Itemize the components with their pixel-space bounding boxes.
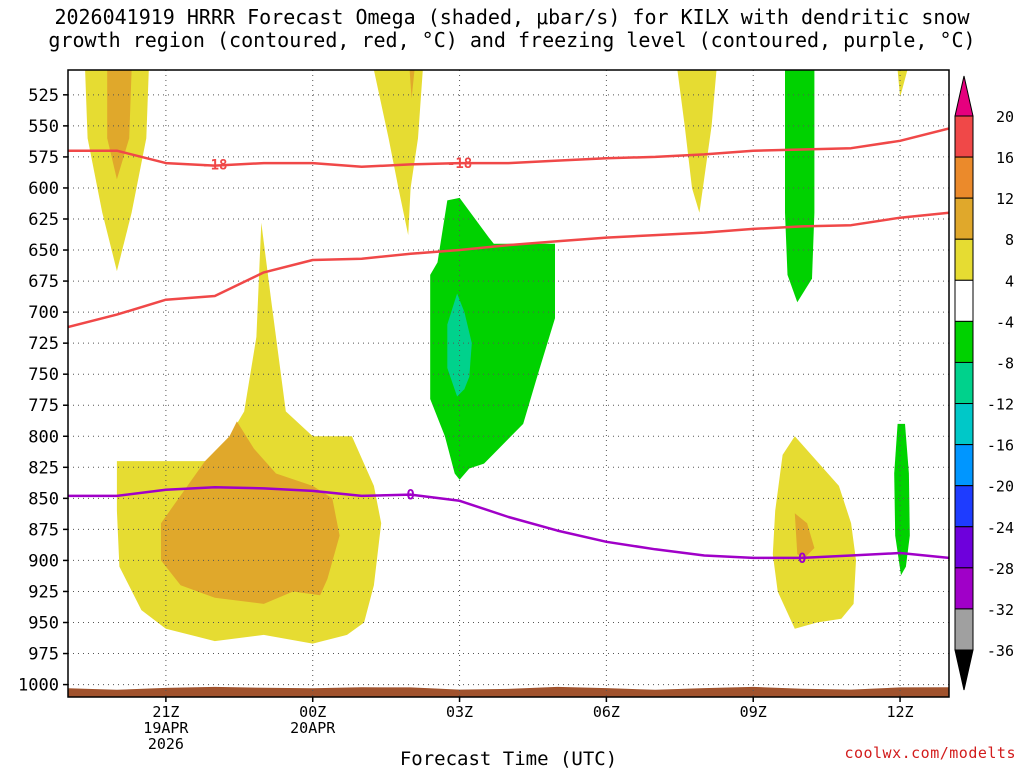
y-tick-label-725: 725: [28, 334, 59, 354]
y-tick-label-975: 975: [28, 645, 59, 665]
x-tick-label-00Z-0: 00Z: [299, 703, 326, 721]
omega-region-green-thin-1200: [894, 423, 910, 576]
plot-area: -18 -18 0 0: [68, 70, 949, 697]
colorbar-label--8: -8: [996, 354, 1014, 372]
colorbar-band--12-to--8: [954, 361, 974, 405]
y-tick-label-600: 600: [28, 179, 59, 199]
omega-region-orange-dot-1000: [794, 513, 815, 558]
y-tick-label-525: 525: [28, 86, 59, 106]
colorbar-band-12-to-16: [954, 156, 974, 199]
x-tick-label-03Z-0: 03Z: [446, 703, 473, 721]
omega-region-yellow-spike-0730: [677, 70, 717, 213]
colorbar-label--16: -16: [987, 437, 1014, 455]
colorbar-label--12: -12: [987, 396, 1014, 414]
colorbar-band--28-to--24: [954, 526, 974, 569]
y-tick-label-650: 650: [28, 241, 59, 261]
omega-region-yellow-spike-1130: [897, 70, 908, 98]
y-tick-label-950: 950: [28, 614, 59, 634]
colorbar-label-16: 16: [996, 149, 1014, 167]
omega-region-orange-left-top: [107, 70, 132, 180]
y-tick-label-675: 675: [28, 272, 59, 292]
attribution-text: coolwx.com/modelts: [844, 744, 1016, 762]
colorbar-band--32-to--28: [954, 567, 974, 610]
y-tick-label-825: 825: [28, 458, 59, 478]
y-tick-label-900: 900: [28, 551, 59, 571]
y-tick-label-550: 550: [28, 117, 59, 137]
contour-freezing-level: [68, 485, 949, 560]
y-tick-label-575: 575: [28, 148, 59, 168]
y-tick-label-1000: 1000: [18, 676, 59, 696]
x-tick-label-21Z-1: 19APR: [143, 719, 189, 737]
contour-label-dgz-minus18-upper-1: -18: [447, 156, 472, 172]
contour-label-dgz-minus18-upper-0: -18: [202, 157, 227, 173]
plot-frame: [67, 69, 950, 698]
colorbar-overflow-low: [954, 649, 974, 691]
colorbar-label-8: 8: [1005, 231, 1014, 249]
omega-region-orange-spike-0230: [409, 70, 415, 99]
chart-title: 2026041919 HRRR Forecast Omega (shaded, …: [0, 6, 1024, 52]
colorbar-label--4: -4: [996, 313, 1014, 331]
x-axis-title: Forecast Time (UTC): [400, 748, 617, 768]
colorbar-band--16-to--12: [954, 403, 974, 446]
x-tick-label-21Z-2: 2026: [148, 735, 184, 753]
omega-region-green-blob-0300: [430, 197, 555, 480]
y-tick-label-925: 925: [28, 582, 59, 602]
colorbar-label--32: -32: [987, 601, 1014, 619]
y-tick-label-700: 700: [28, 303, 59, 323]
colorbar-band--4-to-4: [954, 279, 974, 322]
colorbar-overflow-high: [954, 75, 974, 117]
colorbar-label-4: 4: [1005, 272, 1014, 290]
contour-label-freezing-level-1: 0: [798, 551, 806, 567]
x-tick-label-00Z-1: 20APR: [290, 719, 336, 737]
y-tick-label-625: 625: [28, 210, 59, 230]
contour-dgz-lower: [68, 211, 949, 329]
colorbar-label--28: -28: [987, 560, 1014, 578]
contour-label-freezing-level-0: 0: [406, 488, 414, 504]
colorbar-band-8-to-12: [954, 197, 974, 240]
x-tick-label-21Z-0: 21Z: [152, 703, 179, 721]
omega-region-yellow-blob-1000: [772, 436, 856, 629]
x-tick-label-06Z-0: 06Z: [593, 703, 620, 721]
colorbar-band-16-to-20: [954, 115, 974, 158]
colorbar-band--20-to--16: [954, 444, 974, 487]
colorbar-band--24-to--20: [954, 485, 974, 528]
colorbar-label-12: 12: [996, 190, 1014, 208]
terrain-band: [68, 686, 949, 697]
x-tick-label-09Z-0: 09Z: [740, 703, 767, 721]
colorbar-label--24: -24: [987, 519, 1014, 537]
colorbar-label--20: -20: [987, 478, 1014, 496]
y-tick-label-800: 800: [28, 427, 59, 447]
colorbar-band--36-to--32: [954, 608, 974, 651]
y-tick-label-850: 850: [28, 489, 59, 509]
colorbar-band-4-to-8: [954, 238, 974, 281]
omega-region-yellow-spike-0230: [373, 70, 423, 236]
y-tick-label-875: 875: [28, 520, 59, 540]
y-tick-label-750: 750: [28, 365, 59, 385]
colorbar-label-20: 20: [996, 108, 1014, 126]
colorbar-label--36: -36: [987, 642, 1014, 660]
colorbar-band--8-to--4: [954, 320, 974, 363]
y-tick-label-775: 775: [28, 396, 59, 416]
contour-dgz-minus18-upper: [68, 127, 949, 169]
x-tick-label-12Z-0: 12Z: [887, 703, 914, 721]
chart-title-line2: growth region (contoured, red, °C) and f…: [48, 28, 976, 52]
chart-title-line1: 2026041919 HRRR Forecast Omega (shaded, …: [54, 5, 970, 29]
omega-region-orange-main-low: [161, 421, 340, 604]
omega-region-green-column-1000: [785, 70, 815, 303]
